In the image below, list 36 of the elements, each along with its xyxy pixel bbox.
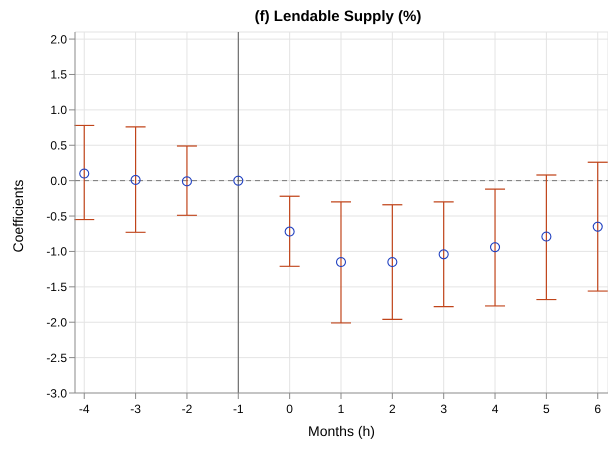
point — [438, 249, 449, 260]
x-tick-label: 4 — [492, 402, 499, 416]
point — [284, 226, 295, 237]
x-axis-title: Months (h) — [308, 423, 375, 439]
y-tick-label: 2.0 — [50, 32, 68, 46]
point — [541, 232, 552, 242]
x-tick-label: 1 — [338, 402, 345, 416]
y-tick-label: 0.0 — [50, 174, 68, 188]
y-tick-label: -2.5 — [46, 350, 68, 365]
point — [79, 168, 90, 179]
x-tick-label: 2 — [388, 402, 396, 416]
point — [130, 174, 141, 185]
point — [592, 222, 603, 232]
y-tick-label: 1.5 — [50, 68, 68, 82]
x-tick-label: -1 — [232, 402, 244, 416]
x-tick-label: 3 — [440, 402, 448, 416]
x-tick-label: -4 — [78, 402, 90, 416]
point — [336, 257, 346, 268]
point — [182, 176, 192, 186]
y-tick-label: -2.0 — [46, 315, 68, 330]
y-tick-label: 0.5 — [50, 138, 68, 153]
y-tick-label: -1.5 — [46, 280, 68, 294]
y-tick-label: -3.0 — [46, 386, 68, 400]
point — [387, 257, 398, 268]
point — [233, 176, 244, 186]
chart-title: (f) Lendable Supply (%) — [254, 8, 422, 27]
x-tick-label: 0 — [286, 402, 294, 416]
x-tick-label: 6 — [594, 402, 602, 416]
y-axis-title: Coefficients — [10, 180, 26, 252]
x-tick-label: -3 — [130, 402, 142, 416]
x-tick-label: -2 — [182, 402, 193, 416]
point — [490, 242, 500, 252]
y-tick-label: 1.0 — [50, 103, 68, 118]
x-tick-label: 5 — [543, 402, 550, 416]
y-tick-label: -0.5 — [46, 209, 68, 224]
y-tick-label: -1.0 — [46, 244, 68, 259]
